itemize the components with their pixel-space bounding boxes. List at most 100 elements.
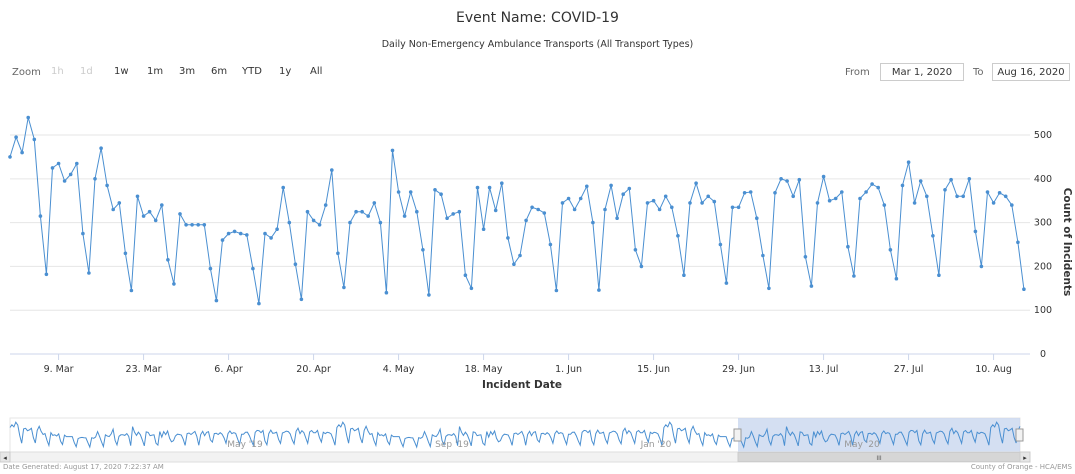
data-point[interactable] bbox=[257, 301, 261, 306]
data-point[interactable] bbox=[141, 214, 146, 218]
data-point[interactable] bbox=[93, 177, 97, 181]
data-point[interactable] bbox=[1016, 240, 1020, 245]
data-point[interactable] bbox=[858, 196, 862, 201]
data-point[interactable] bbox=[670, 205, 674, 210]
data-point[interactable] bbox=[439, 192, 443, 196]
data-point[interactable] bbox=[676, 234, 680, 238]
data-point[interactable] bbox=[487, 185, 492, 190]
data-point[interactable] bbox=[147, 209, 152, 214]
data-point[interactable] bbox=[536, 207, 540, 212]
zoom-button-1w[interactable]: 1w bbox=[114, 66, 129, 77]
data-point[interactable] bbox=[548, 242, 553, 247]
data-point[interactable] bbox=[323, 203, 328, 207]
data-point[interactable] bbox=[506, 236, 510, 240]
scrollbar-left-button[interactable] bbox=[0, 451, 11, 463]
data-point[interactable] bbox=[469, 286, 474, 291]
data-point[interactable] bbox=[366, 214, 371, 218]
data-point[interactable] bbox=[330, 168, 334, 172]
data-point[interactable] bbox=[542, 211, 547, 215]
data-point[interactable] bbox=[20, 150, 24, 155]
data-point[interactable] bbox=[609, 183, 613, 188]
data-point[interactable] bbox=[38, 214, 43, 218]
zoom-button-3m[interactable]: 3m bbox=[179, 66, 196, 77]
data-point[interactable] bbox=[803, 254, 808, 259]
data-point[interactable] bbox=[1022, 287, 1026, 292]
data-point[interactable] bbox=[336, 251, 340, 256]
data-point[interactable] bbox=[827, 198, 832, 203]
data-point[interactable] bbox=[263, 231, 267, 236]
data-point[interactable] bbox=[815, 201, 820, 205]
data-point[interactable] bbox=[991, 201, 996, 205]
data-point[interactable] bbox=[833, 196, 838, 201]
data-point[interactable] bbox=[402, 214, 407, 218]
zoom-button-1d[interactable]: 1d bbox=[80, 66, 93, 77]
data-point[interactable] bbox=[311, 218, 316, 223]
data-point[interactable] bbox=[973, 229, 978, 234]
data-point[interactable] bbox=[682, 273, 686, 278]
data-point[interactable] bbox=[755, 216, 759, 220]
data-point[interactable] bbox=[481, 227, 486, 231]
data-point[interactable] bbox=[269, 236, 273, 240]
data-point[interactable] bbox=[615, 216, 619, 220]
data-point[interactable] bbox=[943, 188, 947, 192]
data-point[interactable] bbox=[967, 177, 972, 181]
data-point[interactable] bbox=[742, 191, 747, 195]
data-point[interactable] bbox=[882, 203, 887, 207]
data-point[interactable] bbox=[8, 155, 12, 159]
data-point[interactable] bbox=[305, 209, 310, 214]
data-point[interactable] bbox=[645, 201, 650, 205]
zoom-button-6m[interactable]: 6m bbox=[211, 66, 228, 77]
data-point[interactable] bbox=[238, 231, 243, 236]
data-point[interactable] bbox=[876, 185, 880, 190]
data-point[interactable] bbox=[694, 181, 698, 185]
data-point[interactable] bbox=[912, 201, 917, 205]
data-point[interactable] bbox=[68, 172, 73, 177]
data-point[interactable] bbox=[736, 205, 741, 210]
data-point[interactable] bbox=[463, 273, 468, 278]
data-point[interactable] bbox=[396, 190, 401, 194]
data-point[interactable] bbox=[961, 194, 965, 199]
data-point[interactable] bbox=[906, 160, 911, 164]
data-point[interactable] bbox=[87, 271, 91, 275]
zoom-button-1h[interactable]: 1h bbox=[51, 66, 64, 77]
navigator-right-handle[interactable] bbox=[1015, 428, 1024, 442]
data-point[interactable] bbox=[724, 281, 729, 285]
data-point[interactable] bbox=[937, 273, 941, 278]
data-point[interactable] bbox=[846, 244, 850, 249]
data-point[interactable] bbox=[56, 161, 61, 166]
data-point[interactable] bbox=[445, 216, 449, 220]
data-point[interactable] bbox=[372, 201, 377, 205]
data-point[interactable] bbox=[578, 196, 583, 201]
data-point[interactable] bbox=[900, 183, 905, 188]
to-date-input[interactable]: Aug 16, 2020 bbox=[992, 63, 1070, 81]
data-point[interactable] bbox=[178, 212, 182, 216]
data-point[interactable] bbox=[925, 194, 929, 199]
data-point[interactable] bbox=[415, 209, 419, 214]
data-point[interactable] bbox=[931, 234, 935, 238]
data-point[interactable] bbox=[809, 284, 814, 288]
data-point[interactable] bbox=[342, 285, 346, 290]
data-point[interactable] bbox=[287, 220, 292, 225]
data-point[interactable] bbox=[767, 286, 771, 291]
data-point[interactable] bbox=[894, 276, 899, 281]
data-point[interactable] bbox=[773, 191, 777, 195]
data-point[interactable] bbox=[785, 179, 789, 183]
data-point[interactable] bbox=[663, 194, 668, 199]
data-point[interactable] bbox=[117, 201, 122, 205]
data-point[interactable] bbox=[208, 266, 213, 271]
data-point[interactable] bbox=[123, 251, 128, 256]
data-point[interactable] bbox=[512, 262, 516, 267]
data-point[interactable] bbox=[852, 274, 856, 278]
data-point[interactable] bbox=[791, 194, 795, 199]
data-point[interactable] bbox=[530, 205, 534, 210]
data-point[interactable] bbox=[184, 223, 188, 227]
data-point[interactable] bbox=[220, 238, 225, 242]
data-point[interactable] bbox=[26, 115, 31, 120]
data-point[interactable] bbox=[232, 229, 237, 234]
data-point[interactable] bbox=[633, 248, 638, 252]
data-point[interactable] bbox=[821, 174, 826, 179]
data-point[interactable] bbox=[718, 242, 723, 247]
data-point[interactable] bbox=[949, 177, 953, 182]
data-point[interactable] bbox=[524, 218, 528, 223]
data-point[interactable] bbox=[81, 231, 85, 236]
